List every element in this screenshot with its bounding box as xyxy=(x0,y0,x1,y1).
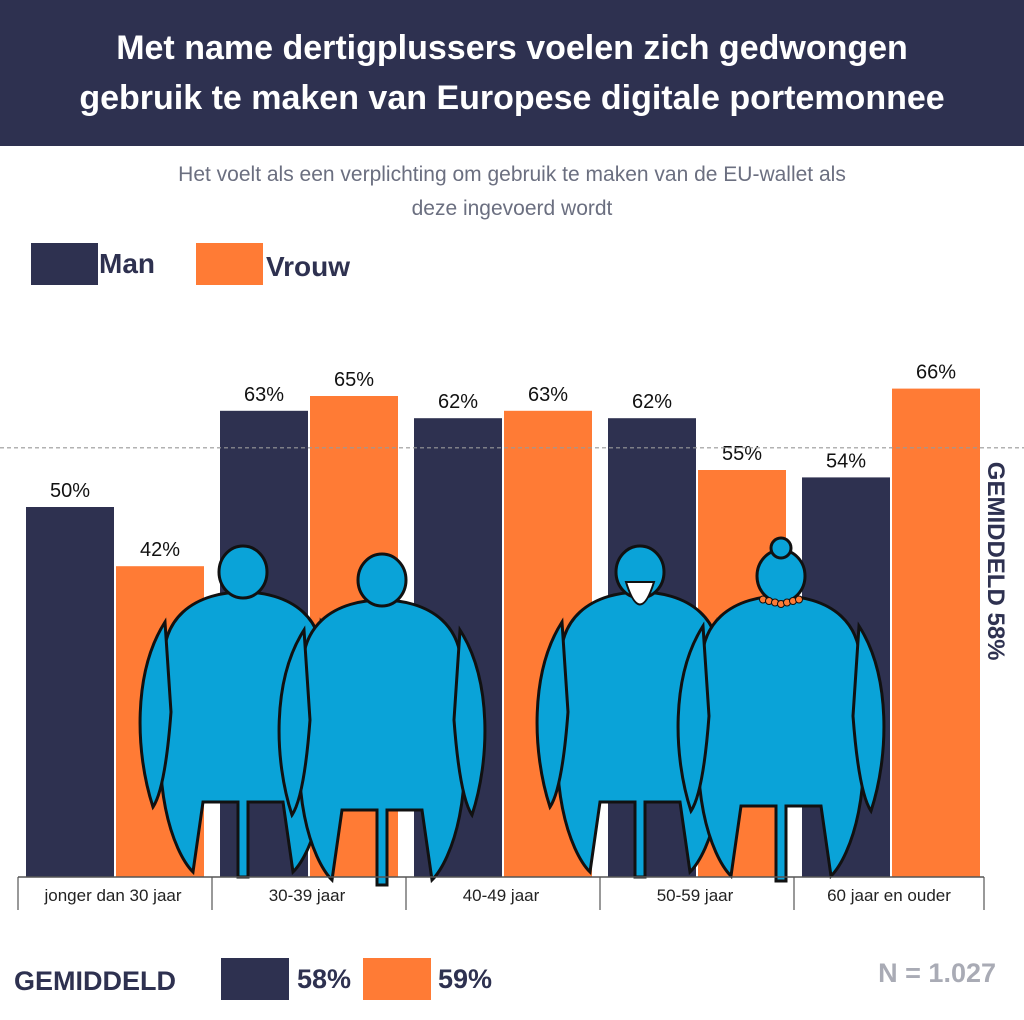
figure-1-head xyxy=(217,544,269,600)
footer-average-label: GEMIDDELD xyxy=(14,966,176,996)
figures-group xyxy=(138,536,886,887)
x-tick-label-4: 60 jaar en ouder xyxy=(827,886,951,905)
figure-3-left-arm xyxy=(535,617,570,811)
bar-man-0 xyxy=(26,507,114,877)
x-tick-label-0: jonger dan 30 jaar xyxy=(43,886,181,905)
figure-2-right-arm xyxy=(452,625,487,819)
bar-vrouw-4 xyxy=(892,388,980,877)
figure-2 xyxy=(277,552,487,887)
figure-3-beard xyxy=(624,581,656,606)
figure-1-left-arm xyxy=(138,617,173,811)
value-label-vrouw-2: 63% xyxy=(528,384,568,406)
x-tick-label-1: 30-39 jaar xyxy=(269,886,346,905)
figure-4-left-arm xyxy=(676,621,711,815)
x-tick-label-2: 40-49 jaar xyxy=(463,886,540,905)
x-axis: jonger dan 30 jaar 30-39 jaar 40-49 jaar 50… xyxy=(17,876,985,910)
figure-4-right-arm xyxy=(851,621,886,815)
chart-title-line-1: Met name dertigplussers voelen zich gedw… xyxy=(116,29,908,67)
legend-label-man: Man xyxy=(99,248,155,279)
chart-title-line-2: gebruik te maken van Europese digitale p… xyxy=(79,79,945,117)
value-label-man-4: 54% xyxy=(826,450,866,472)
figure-2-left-arm xyxy=(277,625,312,819)
header-banner: Met name dertigplussers voelen zich gedw… xyxy=(0,0,1024,146)
legend-swatch-man xyxy=(31,243,98,285)
chart-subtitle: Het voelt als een verplichting om gebrui… xyxy=(80,158,944,226)
sample-size-label: N = 1.027 xyxy=(878,958,996,988)
figure-2-head xyxy=(356,552,408,608)
value-label-man-3: 62% xyxy=(632,391,672,413)
figure-2-body xyxy=(298,598,466,887)
value-label-man-2: 62% xyxy=(438,391,478,413)
x-tick-label-3: 50-59 jaar xyxy=(657,886,734,905)
figure-4-hair-bun xyxy=(769,536,793,560)
footer-swatch-man xyxy=(221,958,289,1000)
footer-average-vrouw: 59% xyxy=(438,964,493,994)
value-label-man-1: 63% xyxy=(244,384,284,406)
value-label-man-0: 50% xyxy=(50,480,90,502)
value-label-vrouw-4: 66% xyxy=(916,362,956,384)
figure-4 xyxy=(676,536,886,883)
subtitle-line-2: deze ingevoerd wordt xyxy=(411,197,613,220)
value-labels-group: 50% 42% 63% 65% 62% 63% 62% 55% 54% 66% xyxy=(50,362,956,562)
legend-label-vrouw: Vrouw xyxy=(266,251,351,282)
legend-swatch-vrouw xyxy=(196,243,263,285)
subtitle-line-1: Het voelt als een verplichting om gebrui… xyxy=(178,163,846,186)
footer-average-man: 58% xyxy=(297,964,352,994)
average-reference-label: GEMIDDELD 58% xyxy=(982,462,1009,661)
value-label-vrouw-0: 42% xyxy=(140,539,180,561)
value-label-vrouw-3: 55% xyxy=(722,443,762,465)
figure-4-body xyxy=(697,594,865,883)
footer-swatch-vrouw xyxy=(363,958,431,1000)
figure-4-necklace-bead xyxy=(795,595,803,604)
value-label-vrouw-1: 65% xyxy=(334,369,374,391)
